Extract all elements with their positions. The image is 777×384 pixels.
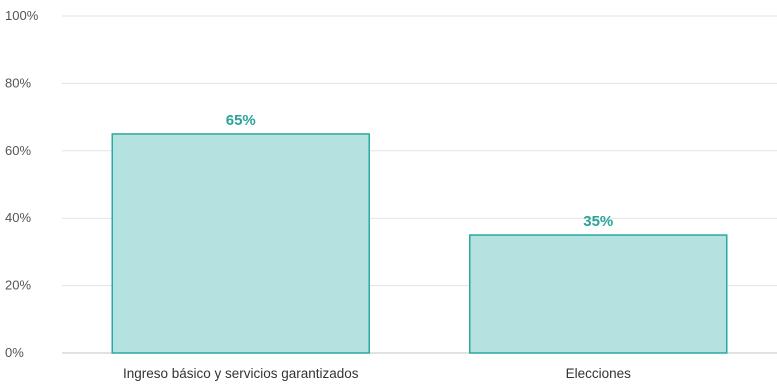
y-tick-label: 60% [5,143,31,158]
x-category-label: Elecciones [566,366,632,381]
bar [469,234,728,354]
x-category-label: Ingreso básico y servicios garantizados [123,366,359,381]
data-label: 65% [226,112,256,129]
y-tick-label: 0% [5,345,24,360]
bars [111,133,728,354]
bar [111,133,370,354]
y-tick-label: 40% [5,210,31,225]
y-tick-label: 20% [5,278,31,293]
data-label: 35% [583,213,613,230]
y-tick-label: 80% [5,75,31,90]
data-labels: 65% 35% [226,112,614,230]
y-tick-label: 100% [5,8,39,23]
x-axis-category-labels: Ingreso básico y servicios garantizados E… [123,366,631,381]
y-axis-tick-labels: 0% 20% 40% 60% 80% 100% [5,8,39,360]
